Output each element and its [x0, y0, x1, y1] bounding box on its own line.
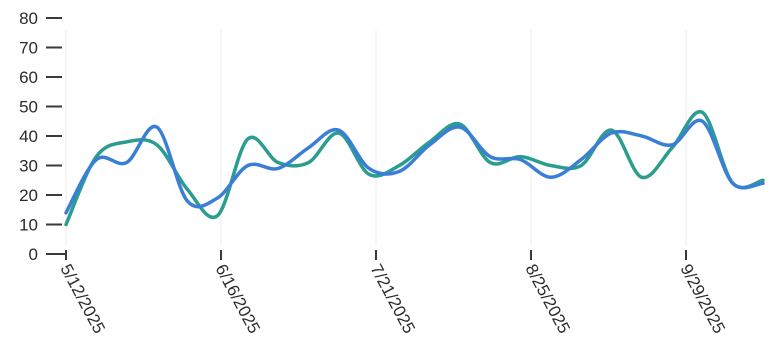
y-tick-label: 20: [19, 186, 38, 205]
x-tick-label: 6/16/2025: [211, 261, 263, 337]
y-tick-label: 0: [29, 245, 38, 264]
series-line-2: [64, 118, 765, 215]
y-tick-label: 50: [19, 98, 38, 117]
y-tick-label: 40: [19, 127, 38, 146]
y-tick-label: 10: [19, 216, 38, 235]
y-tick-label: 80: [19, 9, 38, 28]
grid-layer: [65, 30, 687, 246]
y-axis: 0 10 20 30 40 50 60 70 80: [19, 9, 62, 264]
x-axis: 5/12/2025 6/16/2025 7/21/2025 8/25/2025 9/29…: [46, 250, 729, 337]
series-layer: [64, 110, 765, 227]
y-tick-label: 30: [19, 157, 38, 176]
x-tick-label: 8/25/2025: [521, 261, 573, 337]
x-tick-label: 5/12/2025: [56, 261, 108, 337]
y-tick-label: 70: [19, 39, 38, 58]
series-line-1: [64, 110, 765, 227]
x-tick-label: 9/29/2025: [676, 261, 728, 337]
x-tick-label: 7/21/2025: [366, 261, 418, 337]
y-tick-label: 60: [19, 68, 38, 87]
